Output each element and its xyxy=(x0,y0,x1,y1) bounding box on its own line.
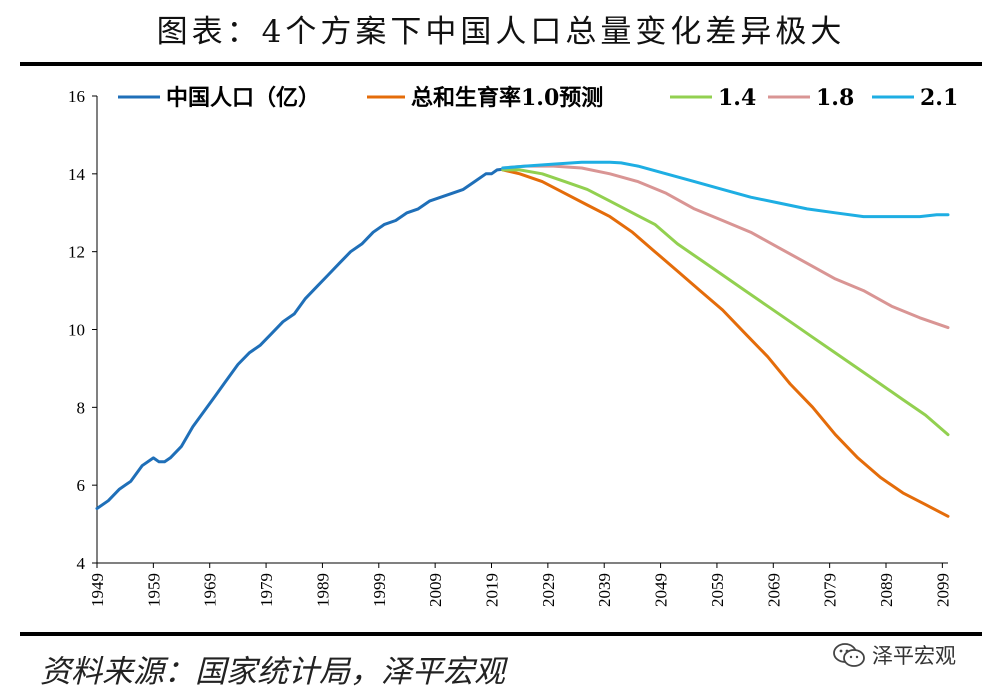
x-tick-label: 2049 xyxy=(652,573,671,607)
series-line-tfr18 xyxy=(501,164,950,330)
top-rule xyxy=(20,62,982,66)
y-tick-label: 6 xyxy=(77,476,86,495)
legend-label-tfr21: 2.1 xyxy=(920,85,958,111)
x-tick-label: 1959 xyxy=(144,573,163,607)
y-tick-label: 16 xyxy=(68,87,85,106)
y-tick-label: 4 xyxy=(77,554,86,573)
legend-label-tfr14: 1.4 xyxy=(718,85,756,111)
legend-label-tfr18: 1.8 xyxy=(816,85,854,111)
wechat-icon xyxy=(833,643,865,667)
x-tick-label: 1979 xyxy=(257,573,276,607)
watermark-text: 泽平宏观 xyxy=(872,644,956,668)
y-tick-label: 8 xyxy=(77,398,86,417)
x-tick-label: 2009 xyxy=(426,573,445,607)
y-tick-label: 14 xyxy=(68,165,86,184)
x-tick-label: 2099 xyxy=(933,573,952,607)
x-tick-label: 1949 xyxy=(88,573,107,607)
x-tick-label: 2029 xyxy=(539,573,558,607)
legend-label-tfr10: 总和生育率1.0预测 xyxy=(411,85,603,111)
x-tick-label: 2039 xyxy=(595,573,614,607)
x-tick-label: 2089 xyxy=(877,573,896,607)
series-line-tfr10 xyxy=(501,168,950,518)
x-tick-label: 2069 xyxy=(764,573,783,607)
source-note: 资料来源：国家统计局，泽平宏观 xyxy=(40,654,505,690)
watermark: 泽平宏观 xyxy=(832,640,956,670)
x-tick-label: 1969 xyxy=(201,573,220,607)
legend-label-historical: 中国人口（亿） xyxy=(166,85,320,111)
chart-title: 图表：4个方案下中国人口总量变化差异极大 xyxy=(156,14,846,50)
bottom-rule xyxy=(20,632,982,636)
x-tick-label: 2059 xyxy=(708,573,727,607)
series-line-tfr21 xyxy=(501,160,950,219)
series-line-tfr14 xyxy=(501,168,950,437)
x-tick-label: 1989 xyxy=(313,573,332,607)
y-tick-label: 12 xyxy=(68,243,85,262)
x-tick-label: 2019 xyxy=(483,573,502,607)
population-line-chart: 4 6 8 10 12 14 16 1949 1959 1969 1979 1989 1999 2009 2… xyxy=(68,85,958,607)
y-tick-label: 10 xyxy=(68,321,85,340)
x-tick-label: 1999 xyxy=(370,573,389,607)
x-tick-label: 2079 xyxy=(821,573,840,607)
series-line-historical xyxy=(95,167,505,510)
